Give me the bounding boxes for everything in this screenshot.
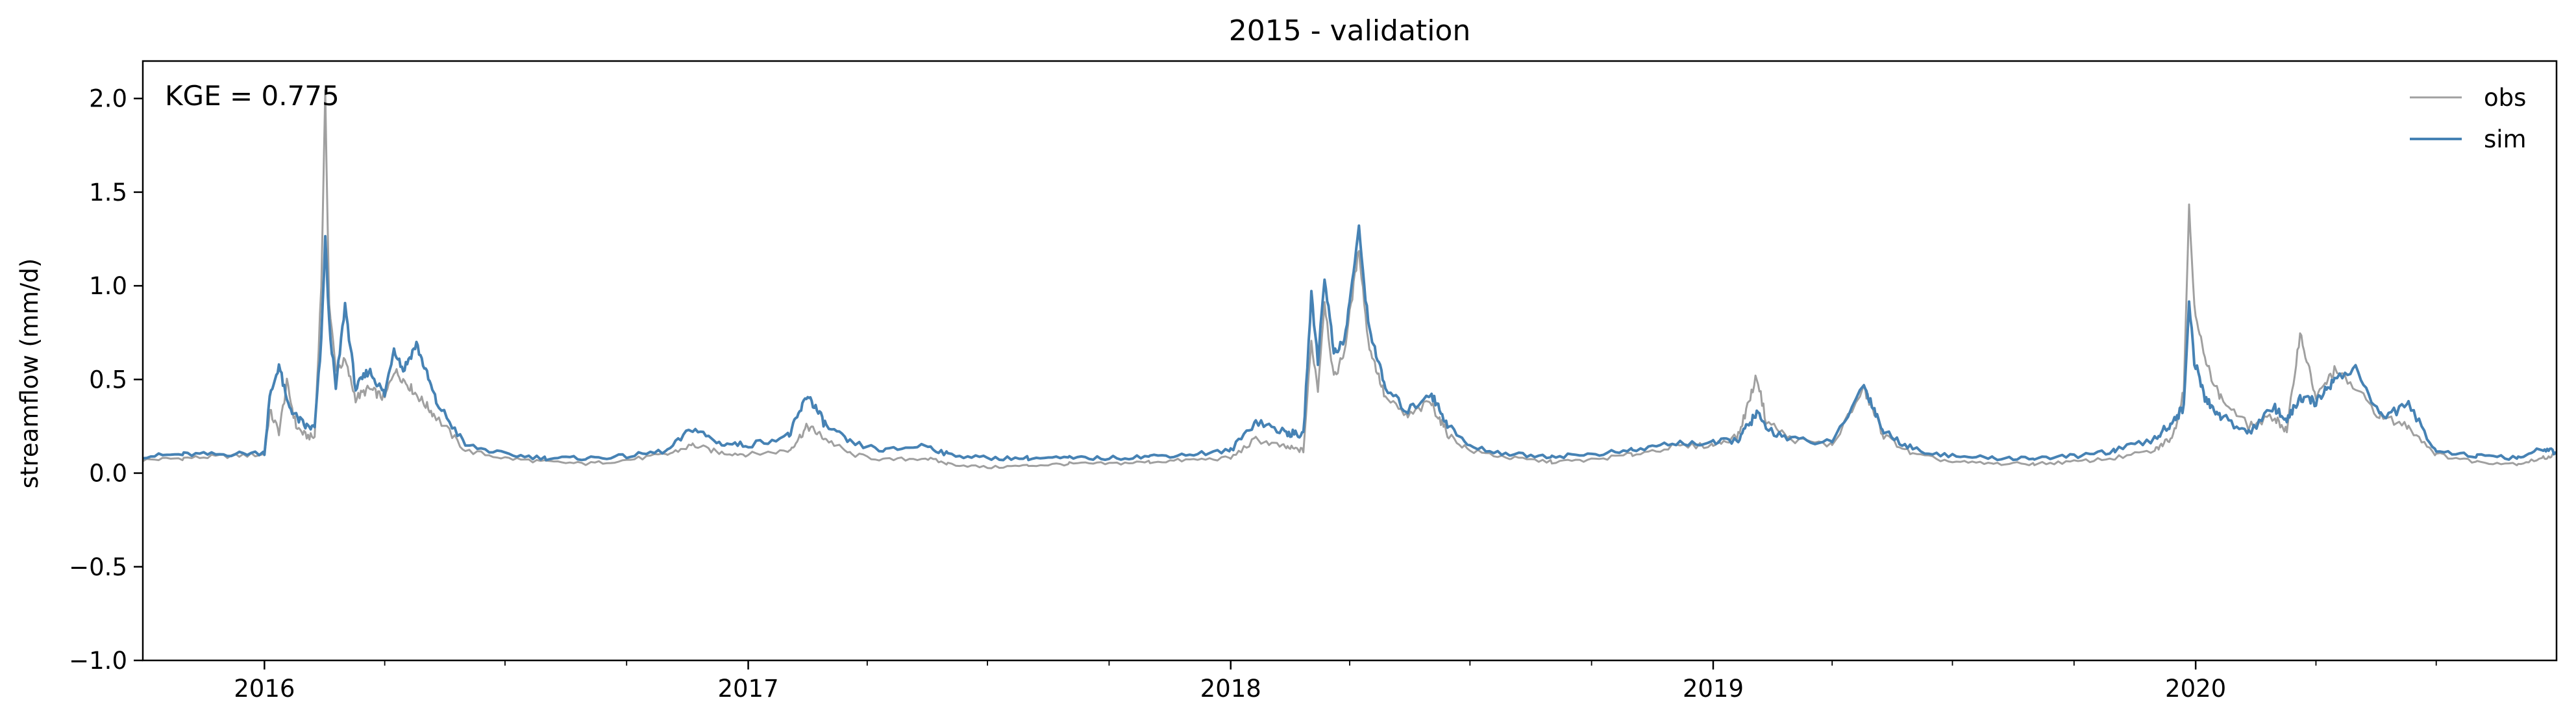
series-line-sim bbox=[142, 224, 2557, 462]
plot-area bbox=[142, 89, 2557, 469]
plot-frame bbox=[142, 60, 2558, 662]
series-group bbox=[142, 89, 2557, 469]
y-axis-label: streamflow (mm/d) bbox=[16, 258, 43, 489]
legend: obs sim bbox=[2410, 84, 2527, 153]
x-tick-label: 2018 bbox=[1200, 675, 1261, 703]
y-tick-label: 1.0 bbox=[89, 272, 127, 300]
x-tick-label: 2016 bbox=[234, 675, 295, 703]
legend-label-sim: sim bbox=[2484, 125, 2527, 153]
y-tick-label: −1.0 bbox=[69, 647, 127, 675]
y-tick-label: 2.0 bbox=[89, 85, 127, 113]
series-line-obs bbox=[142, 89, 2557, 469]
x-tick-label: 2020 bbox=[2165, 675, 2226, 703]
x-axis: 2016 2017 2018 2019 2020 bbox=[234, 660, 2437, 703]
y-tick-label: 0.0 bbox=[89, 460, 127, 488]
x-tick-label: 2017 bbox=[717, 675, 778, 703]
y-axis: −1.0 −0.5 0.0 0.5 1.0 1.5 2.0 bbox=[69, 85, 143, 675]
y-tick-label: 1.5 bbox=[89, 179, 127, 207]
y-tick-label: 0.5 bbox=[89, 366, 127, 394]
y-tick-label: −0.5 bbox=[69, 553, 127, 581]
chart-title: 2015 - validation bbox=[1229, 14, 1470, 47]
legend-label-obs: obs bbox=[2484, 84, 2526, 112]
x-tick-label: 2019 bbox=[1683, 675, 1744, 703]
kge-annotation: KGE = 0.775 bbox=[165, 80, 340, 112]
